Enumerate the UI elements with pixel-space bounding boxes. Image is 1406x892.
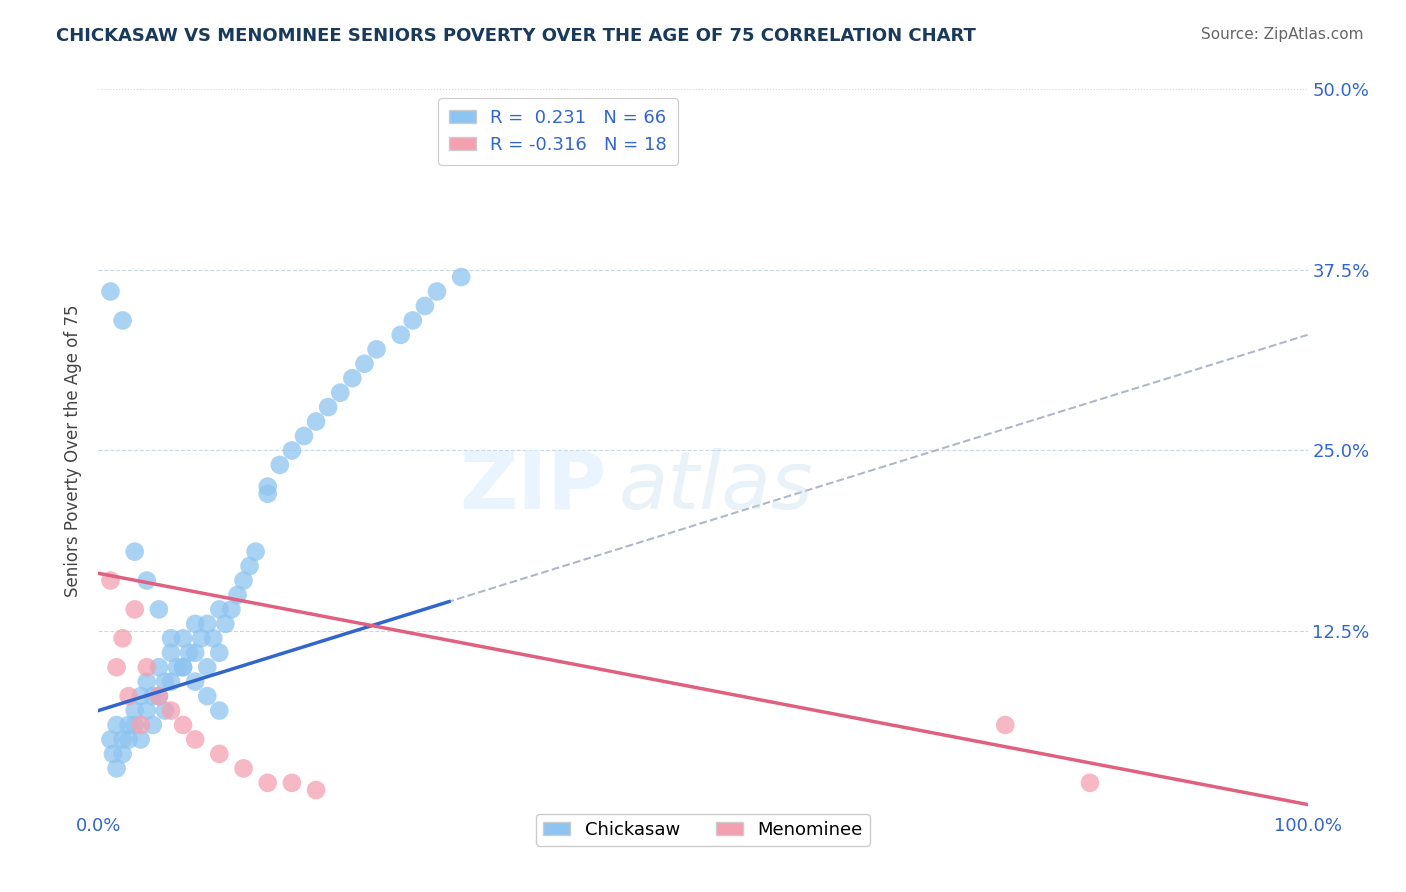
Point bbox=[195, 689, 218, 703]
Point bbox=[305, 783, 328, 797]
Point bbox=[232, 574, 254, 588]
Point bbox=[184, 732, 207, 747]
Point bbox=[100, 574, 122, 588]
Point bbox=[281, 776, 304, 790]
Point bbox=[305, 415, 328, 429]
Point bbox=[389, 327, 412, 342]
Text: atlas: atlas bbox=[619, 448, 813, 525]
Point bbox=[142, 689, 165, 703]
Point bbox=[118, 732, 141, 747]
Point bbox=[105, 761, 128, 775]
Point bbox=[142, 718, 165, 732]
Point bbox=[329, 385, 352, 400]
Point bbox=[353, 357, 375, 371]
Point bbox=[195, 660, 218, 674]
Point bbox=[994, 718, 1017, 732]
Point bbox=[402, 313, 425, 327]
Text: ZIP: ZIP bbox=[458, 448, 606, 525]
Point bbox=[1078, 776, 1101, 790]
Point bbox=[129, 718, 152, 732]
Point bbox=[148, 689, 170, 703]
Point bbox=[105, 660, 128, 674]
Point bbox=[413, 299, 436, 313]
Point bbox=[100, 285, 122, 299]
Point bbox=[172, 660, 194, 674]
Point bbox=[450, 270, 472, 285]
Point bbox=[426, 285, 449, 299]
Point bbox=[184, 646, 207, 660]
Point bbox=[232, 761, 254, 775]
Text: CHICKASAW VS MENOMINEE SENIORS POVERTY OVER THE AGE OF 75 CORRELATION CHART: CHICKASAW VS MENOMINEE SENIORS POVERTY O… bbox=[56, 27, 976, 45]
Point bbox=[160, 704, 183, 718]
Point bbox=[202, 632, 225, 646]
Point bbox=[129, 732, 152, 747]
Point bbox=[316, 400, 339, 414]
Point bbox=[208, 704, 231, 718]
Point bbox=[256, 487, 278, 501]
Point bbox=[124, 602, 146, 616]
Point bbox=[208, 602, 231, 616]
Y-axis label: Seniors Poverty Over the Age of 75: Seniors Poverty Over the Age of 75 bbox=[65, 304, 83, 597]
Point bbox=[148, 660, 170, 674]
Point bbox=[153, 674, 176, 689]
Point bbox=[160, 632, 183, 646]
Point bbox=[100, 732, 122, 747]
Point bbox=[111, 632, 134, 646]
Point bbox=[208, 646, 231, 660]
Point bbox=[190, 632, 212, 646]
Point bbox=[239, 559, 262, 574]
Point bbox=[281, 443, 304, 458]
Point bbox=[292, 429, 315, 443]
Point bbox=[124, 704, 146, 718]
Point bbox=[135, 674, 157, 689]
Point bbox=[179, 646, 201, 660]
Point bbox=[124, 718, 146, 732]
Point bbox=[208, 747, 231, 761]
Point bbox=[160, 646, 183, 660]
Point bbox=[245, 544, 267, 558]
Point bbox=[166, 660, 188, 674]
Point bbox=[135, 574, 157, 588]
Point bbox=[214, 616, 236, 631]
Point bbox=[135, 704, 157, 718]
Point bbox=[226, 588, 249, 602]
Point bbox=[148, 602, 170, 616]
Point bbox=[153, 704, 176, 718]
Point bbox=[172, 660, 194, 674]
Point bbox=[118, 718, 141, 732]
Point bbox=[256, 776, 278, 790]
Point bbox=[256, 480, 278, 494]
Point bbox=[366, 343, 388, 357]
Point bbox=[135, 660, 157, 674]
Point bbox=[184, 674, 207, 689]
Point bbox=[160, 674, 183, 689]
Point bbox=[195, 616, 218, 631]
Point bbox=[105, 718, 128, 732]
Legend: Chickasaw, Menominee: Chickasaw, Menominee bbox=[536, 814, 870, 846]
Point bbox=[342, 371, 364, 385]
Point bbox=[269, 458, 291, 472]
Point bbox=[111, 732, 134, 747]
Point bbox=[118, 689, 141, 703]
Point bbox=[172, 632, 194, 646]
Text: Source: ZipAtlas.com: Source: ZipAtlas.com bbox=[1201, 27, 1364, 42]
Point bbox=[124, 544, 146, 558]
Point bbox=[101, 747, 124, 761]
Point bbox=[111, 313, 134, 327]
Point bbox=[111, 747, 134, 761]
Point bbox=[148, 689, 170, 703]
Point bbox=[172, 718, 194, 732]
Point bbox=[184, 616, 207, 631]
Point bbox=[129, 689, 152, 703]
Point bbox=[221, 602, 243, 616]
